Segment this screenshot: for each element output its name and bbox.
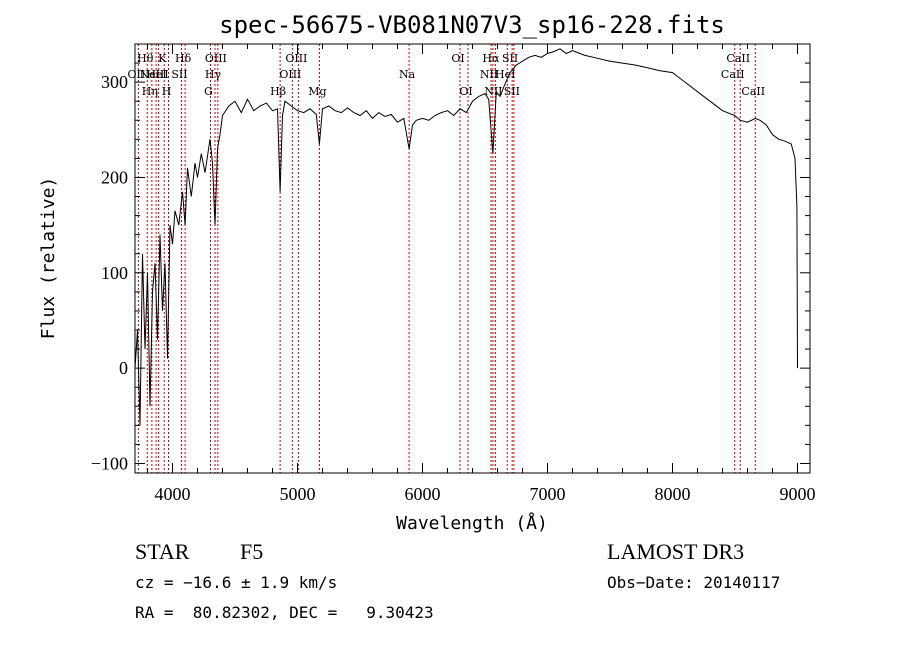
line-marker-label: Mg bbox=[308, 85, 326, 98]
line-marker-label: Hβ bbox=[270, 85, 286, 98]
x-tick-label: 4000 bbox=[155, 484, 191, 504]
chart-title: spec-56675-VB081N07V3_sp16-228.fits bbox=[219, 11, 725, 39]
object-subclass: F5 bbox=[240, 539, 264, 564]
x-tick-label: 6000 bbox=[405, 484, 441, 504]
line-marker-label: Hδ bbox=[175, 52, 192, 65]
line-marker-label: NII bbox=[484, 85, 502, 98]
x-tick-label: 9000 bbox=[780, 484, 816, 504]
redshift-cz: cz = −16.6 ± 1.9 km/s bbox=[135, 573, 338, 592]
line-marker-label: HeI bbox=[495, 68, 515, 81]
line-marker-label: Na bbox=[399, 68, 416, 81]
line-marker-label: SII bbox=[171, 68, 187, 81]
y-tick-label: 100 bbox=[101, 263, 128, 283]
line-marker-label: OII bbox=[128, 68, 146, 81]
x-axis-label: Wavelength (Å) bbox=[396, 512, 548, 534]
line-marker-label: K bbox=[158, 52, 167, 65]
line-marker-label: HeI bbox=[146, 68, 166, 81]
y-tick-label: 200 bbox=[101, 167, 128, 187]
observation-date: Obs−Date: 20140117 bbox=[607, 573, 781, 592]
object-class: STAR bbox=[135, 539, 190, 564]
line-marker-label: CaII bbox=[726, 52, 750, 65]
line-marker-label: OIII bbox=[285, 52, 307, 65]
line-marker-label: H bbox=[162, 85, 172, 98]
y-axis-label: Flux (relative) bbox=[38, 177, 59, 340]
y-tick-label: 0 bbox=[119, 358, 128, 378]
x-tick-label: 5000 bbox=[280, 484, 316, 504]
line-marker-label: Hθ bbox=[137, 52, 154, 65]
coordinates: RA = 80.82302, DEC = 9.30423 bbox=[135, 603, 434, 622]
line-marker-label: Hη bbox=[142, 85, 158, 98]
plot-frame bbox=[134, 43, 811, 474]
line-marker-label: Hγ bbox=[205, 68, 222, 81]
line-marker-label: CaII bbox=[721, 68, 745, 81]
axis-ticks: 4000 5000 6000 7000 8000 9000 −100 0 100 200 300 bbox=[91, 43, 816, 504]
line-marker-label: NII bbox=[480, 68, 498, 81]
line-marker-label: CaII bbox=[741, 85, 765, 98]
line-marker-label: NeIII bbox=[140, 68, 169, 81]
spectrum-line bbox=[134, 48, 798, 426]
line-marker-label: OI bbox=[451, 52, 464, 65]
line-marker-label: SII bbox=[504, 85, 520, 98]
line-marker-label: OIII bbox=[205, 52, 227, 65]
line-marker-label: OIII bbox=[279, 68, 301, 81]
y-tick-label: −100 bbox=[91, 453, 128, 473]
line-marker-labels: OIIHθHηNeIIIHeIKHSIIHδGHγOIIIHβOIIIOIIIM… bbox=[128, 52, 766, 98]
survey-name: LAMOST DR3 bbox=[607, 539, 745, 564]
line-marker-label: SII bbox=[502, 52, 518, 65]
line-markers bbox=[137, 44, 756, 473]
line-marker-label: OI bbox=[459, 85, 472, 98]
line-marker-label: Hα bbox=[482, 52, 500, 65]
line-marker-label: G bbox=[204, 85, 213, 98]
x-tick-label: 8000 bbox=[655, 484, 691, 504]
x-tick-label: 7000 bbox=[530, 484, 566, 504]
y-tick-label: 300 bbox=[101, 72, 128, 92]
